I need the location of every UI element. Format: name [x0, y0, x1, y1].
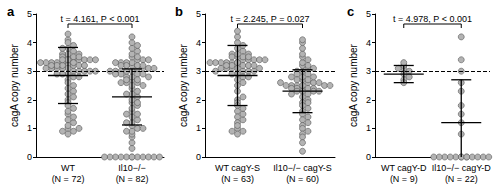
- svg-text:4: 4: [196, 38, 201, 48]
- svg-text:cagA copy number: cagA copy number: [9, 43, 20, 126]
- svg-text:WT cagY-D: WT cagY-D: [381, 163, 427, 173]
- svg-text:1: 1: [366, 123, 371, 133]
- svg-text:5: 5: [196, 9, 201, 19]
- svg-text:0: 0: [366, 152, 371, 162]
- svg-text:c: c: [347, 4, 354, 19]
- svg-text:(N = 60): (N = 60): [286, 174, 319, 184]
- svg-text:(N = 82): (N = 82): [116, 174, 149, 184]
- svg-text:2: 2: [27, 95, 32, 105]
- svg-text:5: 5: [366, 9, 371, 19]
- svg-text:t = 4.978, P < 0.001: t = 4.978, P < 0.001: [393, 14, 472, 24]
- svg-text:0: 0: [27, 152, 32, 162]
- svg-text:(N = 22): (N = 22): [445, 174, 478, 184]
- svg-text:t = 2.245, P = 0.027: t = 2.245, P = 0.027: [231, 14, 310, 24]
- svg-text:1: 1: [27, 123, 32, 133]
- svg-text:Il10−/− cagY-D: Il10−/− cagY-D: [432, 163, 492, 173]
- svg-text:(N = 63): (N = 63): [221, 174, 254, 184]
- svg-text:t = 4.161, P < 0.001: t = 4.161, P < 0.001: [61, 14, 140, 24]
- svg-text:3: 3: [196, 66, 201, 76]
- svg-text:5: 5: [27, 9, 32, 19]
- svg-text:(N = 72): (N = 72): [52, 174, 85, 184]
- svg-text:3: 3: [27, 66, 32, 76]
- svg-text:b: b: [175, 4, 183, 19]
- svg-text:a: a: [7, 4, 15, 19]
- svg-text:2: 2: [196, 95, 201, 105]
- svg-text:Il10−/−: Il10−/−: [118, 163, 146, 173]
- svg-text:0: 0: [196, 152, 201, 162]
- svg-text:3: 3: [366, 66, 371, 76]
- svg-text:cagA copy number: cagA copy number: [348, 43, 359, 126]
- svg-text:WT cagY-S: WT cagY-S: [215, 163, 260, 173]
- svg-text:cagA copy number: cagA copy number: [178, 43, 189, 126]
- svg-text:WT: WT: [61, 163, 75, 173]
- svg-text:1: 1: [196, 123, 201, 133]
- svg-text:4: 4: [27, 38, 32, 48]
- svg-text:(N = 9): (N = 9): [390, 174, 418, 184]
- svg-text:4: 4: [366, 38, 371, 48]
- svg-text:Il10−/− cagY-S: Il10−/− cagY-S: [273, 163, 332, 173]
- svg-text:2: 2: [366, 95, 371, 105]
